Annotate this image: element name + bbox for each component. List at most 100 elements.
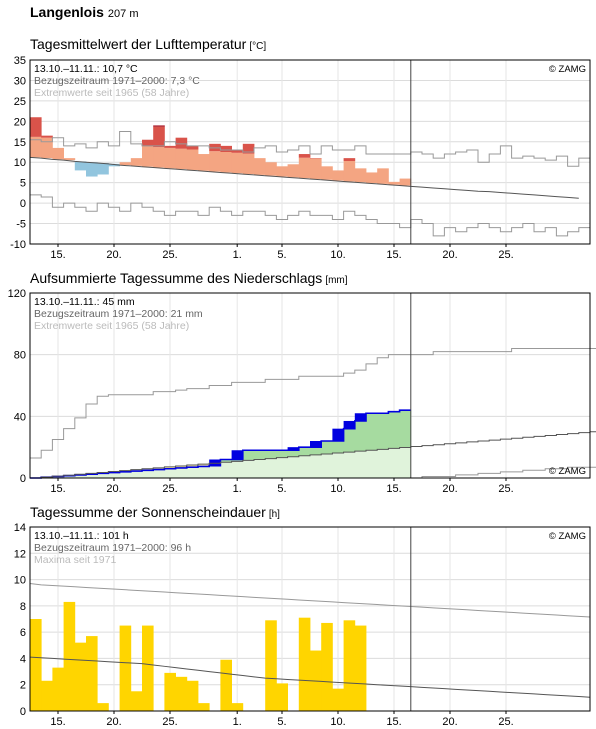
y-tick-label: 120 bbox=[8, 289, 26, 300]
plot-border bbox=[29, 526, 591, 712]
temp-bar bbox=[254, 158, 266, 175]
info-line-1: Bezugszeitraum 1971–2000: 96 h bbox=[34, 542, 191, 554]
daily-precip-bar bbox=[310, 441, 322, 448]
temp-title: Tagesmittelwert der Lufttemperatur [°C] bbox=[30, 36, 266, 52]
x-tick-label: 25. bbox=[162, 716, 177, 728]
credit-label: © ZAMG bbox=[549, 531, 586, 542]
plot-border bbox=[29, 59, 591, 245]
sunshine-bar bbox=[86, 636, 98, 711]
above-normal-area bbox=[231, 459, 244, 462]
normal-line bbox=[29, 156, 579, 199]
x-tick-label: 20. bbox=[442, 249, 457, 261]
temp-bar bbox=[41, 137, 53, 159]
temp-bar bbox=[164, 145, 176, 148]
temp-bar bbox=[354, 168, 367, 183]
sunshine-bar bbox=[198, 703, 210, 711]
x-tick-label: 20. bbox=[442, 716, 457, 728]
above-normal-area bbox=[265, 450, 277, 459]
below-normal-area bbox=[198, 464, 210, 467]
temp-bar bbox=[142, 146, 154, 167]
sunshine-bar bbox=[220, 659, 232, 711]
daily-precip-bar bbox=[332, 428, 344, 441]
daily-precip-bar bbox=[343, 420, 356, 429]
above-normal-area bbox=[321, 441, 333, 454]
temp-bar bbox=[242, 153, 255, 175]
sunshine-bar bbox=[119, 625, 132, 711]
y-tick-label: 0 bbox=[20, 198, 26, 210]
sunshine-bar bbox=[97, 703, 109, 711]
temp-bar bbox=[242, 143, 255, 154]
temp-bar bbox=[231, 149, 244, 153]
y-tick-label: 5 bbox=[20, 178, 26, 190]
x-tick-label: 10. bbox=[330, 483, 345, 495]
sunshine-bar bbox=[30, 619, 42, 711]
y-tick-label: -10 bbox=[10, 239, 26, 251]
temp-bar bbox=[153, 125, 165, 127]
above-normal-area bbox=[343, 428, 356, 453]
above-normal-area bbox=[298, 447, 311, 456]
temp-bar bbox=[220, 145, 232, 152]
temp-bar bbox=[321, 166, 333, 180]
above-normal-area bbox=[366, 413, 378, 451]
x-tick-label: 25. bbox=[498, 716, 513, 728]
below-normal-area bbox=[175, 465, 188, 468]
x-tick-label: 5. bbox=[277, 249, 286, 261]
x-tick-label: 5. bbox=[277, 716, 286, 728]
x-tick-label: 25. bbox=[162, 483, 177, 495]
sunshine-bar bbox=[130, 691, 143, 711]
daily-precip-bar bbox=[209, 459, 221, 466]
info-line-2: Maxima seit 1971 bbox=[34, 554, 116, 566]
temp-bar bbox=[86, 162, 98, 177]
x-tick-label: 15. bbox=[386, 716, 401, 728]
temp-bar bbox=[298, 154, 311, 158]
temp-bar bbox=[399, 178, 412, 186]
temp-bar bbox=[186, 149, 199, 170]
sunshine-bar bbox=[41, 680, 53, 711]
x-tick-label: 20. bbox=[106, 249, 121, 261]
sun-unit: [h] bbox=[268, 509, 280, 520]
x-tick-label: 25. bbox=[498, 249, 513, 261]
y-tick-label: 25 bbox=[14, 96, 26, 108]
temp-bar bbox=[153, 126, 165, 148]
station-name: Langenlois bbox=[30, 4, 104, 20]
temp-bar bbox=[164, 147, 176, 169]
sunshine-bar bbox=[164, 672, 176, 711]
precip-title: Aufsummierte Tagessumme des Niederschlag… bbox=[30, 270, 348, 286]
temp-bar bbox=[231, 152, 244, 174]
x-tick-label: 1. bbox=[233, 716, 242, 728]
plot-border bbox=[29, 292, 591, 479]
temp-bar bbox=[130, 158, 143, 166]
normal-line bbox=[29, 656, 591, 698]
above-normal-area bbox=[310, 447, 322, 455]
temp-bar bbox=[175, 148, 188, 170]
below-normal-area bbox=[186, 465, 199, 468]
x-tick-label: 20. bbox=[442, 483, 457, 495]
temp-bar bbox=[343, 160, 356, 182]
precipitation-chart: 120 80 40 0 15. 20. 25. 1. 5. 10. 15. 20. 25. 13.10.–… bbox=[8, 289, 596, 495]
info-line-2: Extremwerte seit 1965 (58 Jahre) bbox=[34, 87, 189, 99]
sun-title-text: Tagessumme der Sonnenscheindauer bbox=[30, 504, 266, 520]
sunshine-bar bbox=[74, 642, 87, 711]
x-tick-label: 20. bbox=[106, 483, 121, 495]
maxima-line bbox=[29, 583, 591, 618]
y-tick-label: 12 bbox=[14, 548, 26, 560]
sunshine-bar bbox=[63, 601, 76, 711]
x-tick-label: 15. bbox=[386, 483, 401, 495]
temp-bar bbox=[119, 162, 132, 166]
info-line-0: 13.10.–11.11.: 10,7 °C bbox=[34, 63, 138, 75]
y-tick-label: 35 bbox=[14, 56, 26, 67]
temperature-chart: 35 30 25 20 15 10 5 0 -5 -10 15. 20. 25. 1. 5. 10. 15. 20… bbox=[10, 56, 591, 261]
sunshine-chart: 14 12 10 8 6 4 2 0 15. 20. 25. 1. 5. 10. 15. 20. 25. 13.1… bbox=[14, 523, 591, 728]
daily-precip-bar bbox=[231, 450, 244, 460]
sunshine-bar bbox=[354, 625, 367, 711]
temp-bar bbox=[366, 172, 378, 184]
x-tick-label: 5. bbox=[277, 483, 286, 495]
sunshine-bar bbox=[321, 622, 333, 711]
temp-bar bbox=[377, 168, 389, 184]
temp-bar bbox=[287, 164, 300, 178]
temp-unit: [°C] bbox=[249, 41, 267, 52]
x-tick-label: 20. bbox=[106, 716, 121, 728]
sunshine-bar bbox=[186, 680, 199, 711]
temp-bar bbox=[74, 161, 87, 171]
temp-bar bbox=[276, 166, 288, 177]
